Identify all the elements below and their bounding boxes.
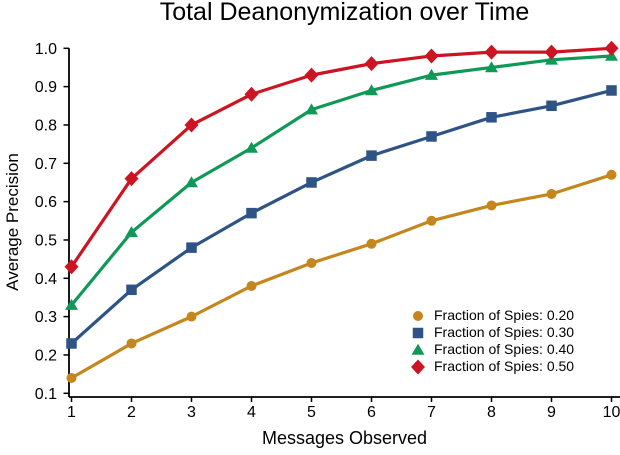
- data-point-marker-square: [486, 112, 497, 123]
- data-point-marker-diamond: [64, 259, 79, 275]
- series-diamond: [64, 40, 619, 275]
- data-point-marker-triangle: [425, 68, 438, 80]
- data-point-marker-triangle: [365, 84, 378, 96]
- data-point-marker-triangle: [411, 343, 425, 355]
- legend-item-label: Fraction of Spies: 0.40: [434, 341, 575, 357]
- data-point-marker-circle: [606, 169, 617, 180]
- x-tick-label: 5: [307, 404, 316, 421]
- data-point-marker-diamond: [304, 67, 319, 83]
- data-point-marker-square: [66, 338, 77, 349]
- data-point-marker-triangle: [485, 61, 498, 73]
- data-point-marker-square: [246, 207, 257, 219]
- legend-item-label: Fraction of Spies: 0.20: [434, 307, 575, 323]
- y-tick-label: 0.7: [35, 156, 57, 173]
- y-tick-label: 0.8: [35, 117, 57, 134]
- y-tick-label: 1.0: [35, 41, 57, 58]
- data-point-marker-square: [412, 327, 424, 338]
- y-tick-label: 0.1: [35, 386, 57, 403]
- data-point-marker-circle: [306, 257, 317, 268]
- legend-marker-triangle-icon: [411, 343, 425, 355]
- x-tick-label: 4: [247, 404, 256, 421]
- data-point-marker-triangle: [305, 103, 318, 115]
- y-tick-label: 0.5: [35, 232, 57, 249]
- data-point-marker-square: [426, 131, 437, 142]
- x-tick-label: 10: [603, 404, 620, 421]
- data-point-marker-square: [606, 85, 617, 96]
- data-point-marker-square: [306, 177, 317, 188]
- data-point-marker-diamond: [244, 86, 259, 102]
- data-point-marker-triangle: [65, 298, 78, 310]
- y-tick-label: 0.3: [35, 309, 57, 326]
- data-point-marker-diamond: [124, 171, 139, 187]
- series-line: [70, 173, 612, 380]
- data-point-marker-circle: [186, 311, 197, 322]
- legend-item: Fraction of Spies: 0.20: [409, 307, 574, 324]
- data-point-marker-diamond: [484, 44, 499, 60]
- data-point-marker-triangle: [185, 176, 198, 188]
- y-tick-label: 0.9: [35, 79, 57, 96]
- x-tick-label: 9: [547, 404, 556, 421]
- x-tick-label: 3: [187, 404, 196, 421]
- data-point-marker-square: [126, 284, 137, 296]
- legend-marker-diamond-icon: [411, 359, 425, 374]
- data-point-marker-diamond: [184, 117, 199, 133]
- data-point-marker-triangle: [245, 141, 258, 153]
- series-line: [70, 46, 612, 268]
- y-axis-label: Average Precision: [3, 153, 22, 291]
- legend-item-label: Fraction of Spies: 0.50: [434, 358, 575, 374]
- series-square: [66, 85, 617, 349]
- x-tick-label: 1: [67, 404, 76, 421]
- chart-title: Total Deanonymization over Time: [159, 0, 530, 26]
- x-tick-label: 7: [427, 404, 436, 421]
- series-line: [70, 54, 612, 307]
- data-point-marker-circle: [486, 200, 497, 211]
- legend-item-label: Fraction of Spies: 0.30: [434, 324, 575, 340]
- x-axis-label: Messages Observed: [261, 428, 428, 448]
- x-tick-label: 8: [487, 404, 496, 421]
- y-tick-label: 0.2: [35, 347, 57, 364]
- data-point-marker-diamond: [544, 44, 559, 60]
- legend-item: Fraction of Spies: 0.30: [409, 324, 574, 341]
- data-point-marker-circle: [426, 215, 437, 226]
- data-point-marker-diamond: [604, 40, 619, 56]
- series-line: [70, 88, 612, 345]
- data-point-marker-diamond: [364, 56, 379, 72]
- x-tick-label: 2: [127, 404, 136, 421]
- data-point-marker-circle: [66, 372, 77, 383]
- series-circle: [66, 169, 617, 383]
- data-point-marker-circle: [366, 238, 377, 249]
- data-point-marker-square: [366, 150, 377, 161]
- data-point-marker-circle: [546, 188, 557, 199]
- y-tick-label: 0.4: [35, 271, 57, 288]
- data-point-marker-circle: [413, 310, 423, 321]
- data-point-marker-triangle: [125, 226, 138, 238]
- data-point-marker-square: [186, 242, 197, 253]
- legend-marker-circle-icon: [413, 310, 423, 321]
- data-point-marker-square: [546, 100, 557, 112]
- y-tick-label: 0.6: [35, 194, 57, 211]
- data-point-marker-circle: [246, 280, 257, 291]
- data-point-marker-circle: [126, 338, 137, 349]
- x-tick-label: 6: [367, 404, 376, 421]
- legend: Fraction of Spies: 0.20 Fraction of Spies…: [409, 307, 574, 375]
- legend-item: Fraction of Spies: 0.40: [409, 341, 574, 358]
- legend-item: Fraction of Spies: 0.50: [409, 358, 574, 375]
- series-triangle: [65, 49, 618, 310]
- data-point-marker-diamond: [411, 359, 425, 374]
- data-point-marker-diamond: [424, 48, 439, 64]
- legend-marker-square-icon: [412, 327, 424, 338]
